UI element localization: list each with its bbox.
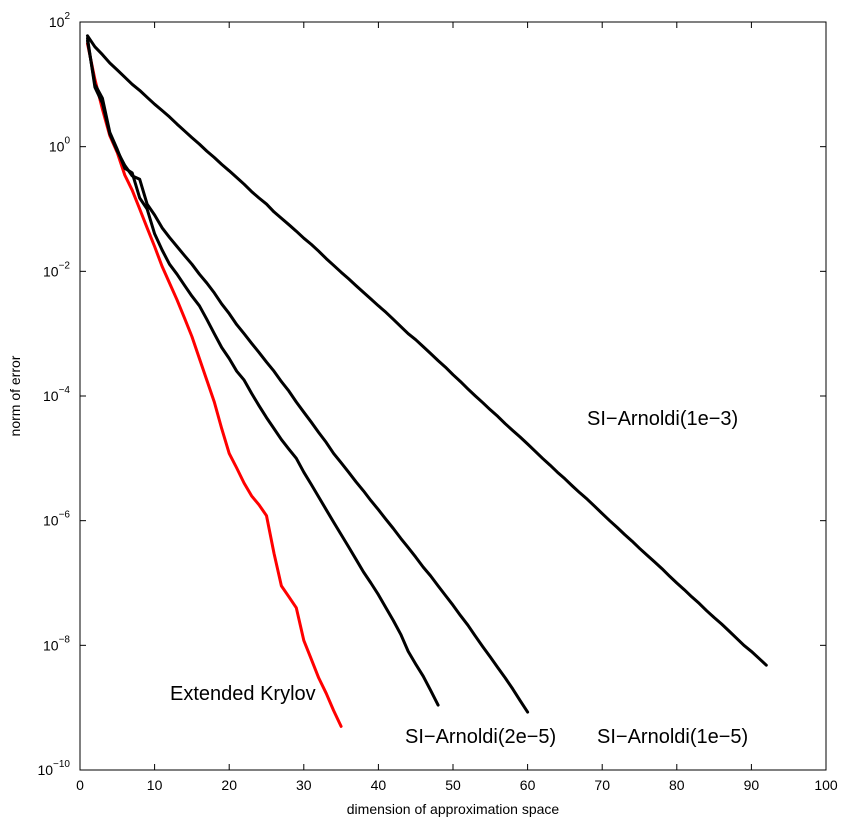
plot-frame [79, 21, 827, 771]
y-tick-label: 10−2 [43, 260, 70, 279]
series-line-si-arnoldi-2e-5 [86, 39, 440, 707]
series-line-si-arnoldi-1e-5 [86, 36, 530, 714]
label-si-arnoldi-2e-5: SI−Arnoldi(2e−5) [405, 726, 556, 748]
y-tick-label: 100 [49, 136, 71, 155]
x-tick-label: 10 [147, 777, 163, 793]
y-tick-label: 10−10 [37, 759, 70, 778]
series-line-si-arnoldi-1e-3 [86, 34, 768, 667]
ticks: 0 10 20 30 40 50 60 70 80 90 100 102 100 10−2 10−4 10−6… [37, 11, 837, 793]
label-extended-krylov: Extended Krylov [170, 683, 316, 705]
x-tick-label: 80 [669, 777, 685, 793]
y-tick-label: 10−4 [43, 385, 70, 404]
x-axis-label: dimension of approximation space [347, 801, 560, 817]
series-labels: Extended Krylov SI−Arnoldi(2e−5) SI−Arnold… [170, 408, 748, 748]
x-tick-label: 30 [296, 777, 312, 793]
y-tick-label: 10−6 [43, 510, 70, 529]
x-tick-label: 40 [371, 777, 387, 793]
y-tick-label: 102 [49, 11, 71, 30]
x-tick-label: 90 [744, 777, 760, 793]
x-tick-label: 100 [814, 777, 838, 793]
x-tick-label: 50 [445, 777, 461, 793]
series-lines [86, 34, 768, 728]
label-si-arnoldi-1e-3: SI−Arnoldi(1e−3) [587, 408, 738, 430]
series-line-extended-krylov [86, 42, 343, 728]
y-axis-label: norm of error [7, 355, 23, 436]
x-tick-label: 70 [594, 777, 610, 793]
label-si-arnoldi-1e-5: SI−Arnoldi(1e−5) [597, 726, 748, 748]
x-tick-label: 60 [520, 777, 536, 793]
x-tick-label: 20 [221, 777, 237, 793]
y-tick-label: 10−8 [43, 634, 70, 653]
x-tick-label: 0 [76, 777, 84, 793]
